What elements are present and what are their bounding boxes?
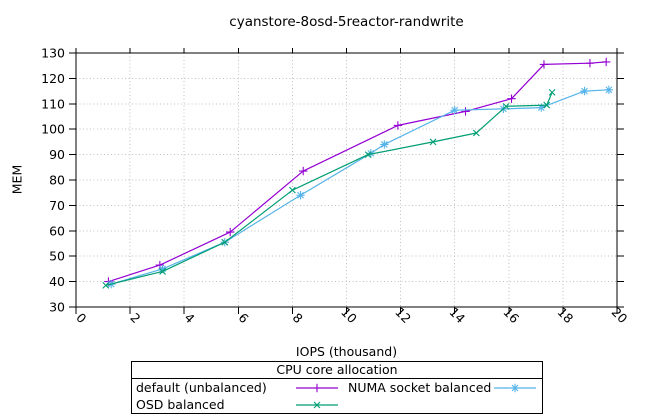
x-tick-label: 18 [555, 304, 577, 326]
data-point-marker-cross [543, 101, 551, 109]
data-point-marker-plus [601, 57, 611, 67]
data-point-marker-asterisk [537, 103, 546, 112]
x-tick-label: 12 [392, 304, 414, 326]
data-point-marker-plus [539, 60, 549, 69]
legend-entry-label: OSD balanced [136, 397, 225, 412]
series-line-asterisk [111, 89, 609, 285]
data-point-marker-plus [225, 227, 235, 237]
legend-entry: default (unbalanced) [132, 379, 344, 396]
data-point-marker-cross [364, 151, 372, 158]
data-point-marker-plus [585, 58, 595, 68]
x-tick-label: 20 [609, 304, 631, 326]
data-point-marker-cross [548, 88, 556, 96]
x-tick-label: 10 [338, 304, 360, 326]
y-tick-label: 90 [49, 147, 65, 162]
x-tick-label: 16 [500, 304, 522, 326]
x-tick-label: 14 [446, 304, 468, 326]
y-tick-label: 70 [49, 198, 65, 213]
legend-sample-line [296, 401, 338, 408]
data-point-marker-plus [507, 94, 516, 103]
data-point-marker-asterisk [380, 140, 389, 149]
legend-entry-label: default (unbalanced) [136, 380, 267, 395]
data-point-marker-asterisk [366, 149, 376, 158]
data-point-marker-asterisk [296, 191, 305, 200]
chart-title: cyanstore-8osd-5reactor-randwrite [229, 14, 464, 30]
y-tick-label: 80 [49, 173, 65, 188]
data-point-marker-cross [102, 282, 110, 289]
x-axis-label: IOPS (thousand) [295, 344, 398, 359]
legend: CPU core allocation default (unbalanced)… [131, 361, 543, 414]
data-point-marker-asterisk [450, 105, 459, 115]
y-tick-label: 50 [49, 249, 65, 264]
legend-sample-line [296, 383, 338, 392]
y-tick-label: 100 [41, 122, 65, 137]
legend-entry: OSD balanced [132, 396, 344, 413]
data-point-marker-plus [299, 166, 308, 176]
legend-entry-label: NUMA socket balanced [348, 380, 492, 395]
y-tick-label: 120 [41, 71, 65, 86]
y-axis-label: MEM [9, 164, 25, 195]
legend-entry: NUMA socket balanced [344, 379, 542, 396]
y-tick-label: 130 [41, 46, 65, 61]
data-point-marker-plus [461, 107, 470, 116]
data-point-marker-cross [221, 238, 229, 246]
series-line-cross [105, 92, 553, 286]
data-point-marker-cross [159, 268, 166, 275]
data-point-marker-cross [289, 186, 296, 194]
series-line-plus [108, 61, 607, 283]
legend-entries: default (unbalanced) NUMA socket balanced… [132, 379, 542, 413]
data-point-marker-cross [429, 138, 437, 146]
data-point-marker-cross [472, 129, 480, 137]
legend-title: CPU core allocation [132, 362, 542, 379]
data-point-marker-cross [502, 102, 510, 110]
legend-sample-line [494, 383, 536, 392]
data-point-marker-plus [393, 121, 403, 130]
data-point-marker-asterisk [580, 86, 589, 96]
y-tick-label: 110 [41, 96, 65, 111]
y-tick-label: 30 [49, 300, 65, 315]
data-point-marker-asterisk [158, 264, 167, 274]
y-tick-label: 60 [49, 223, 65, 238]
y-tick-label: 40 [49, 274, 65, 289]
data-point-marker-asterisk [604, 85, 614, 95]
